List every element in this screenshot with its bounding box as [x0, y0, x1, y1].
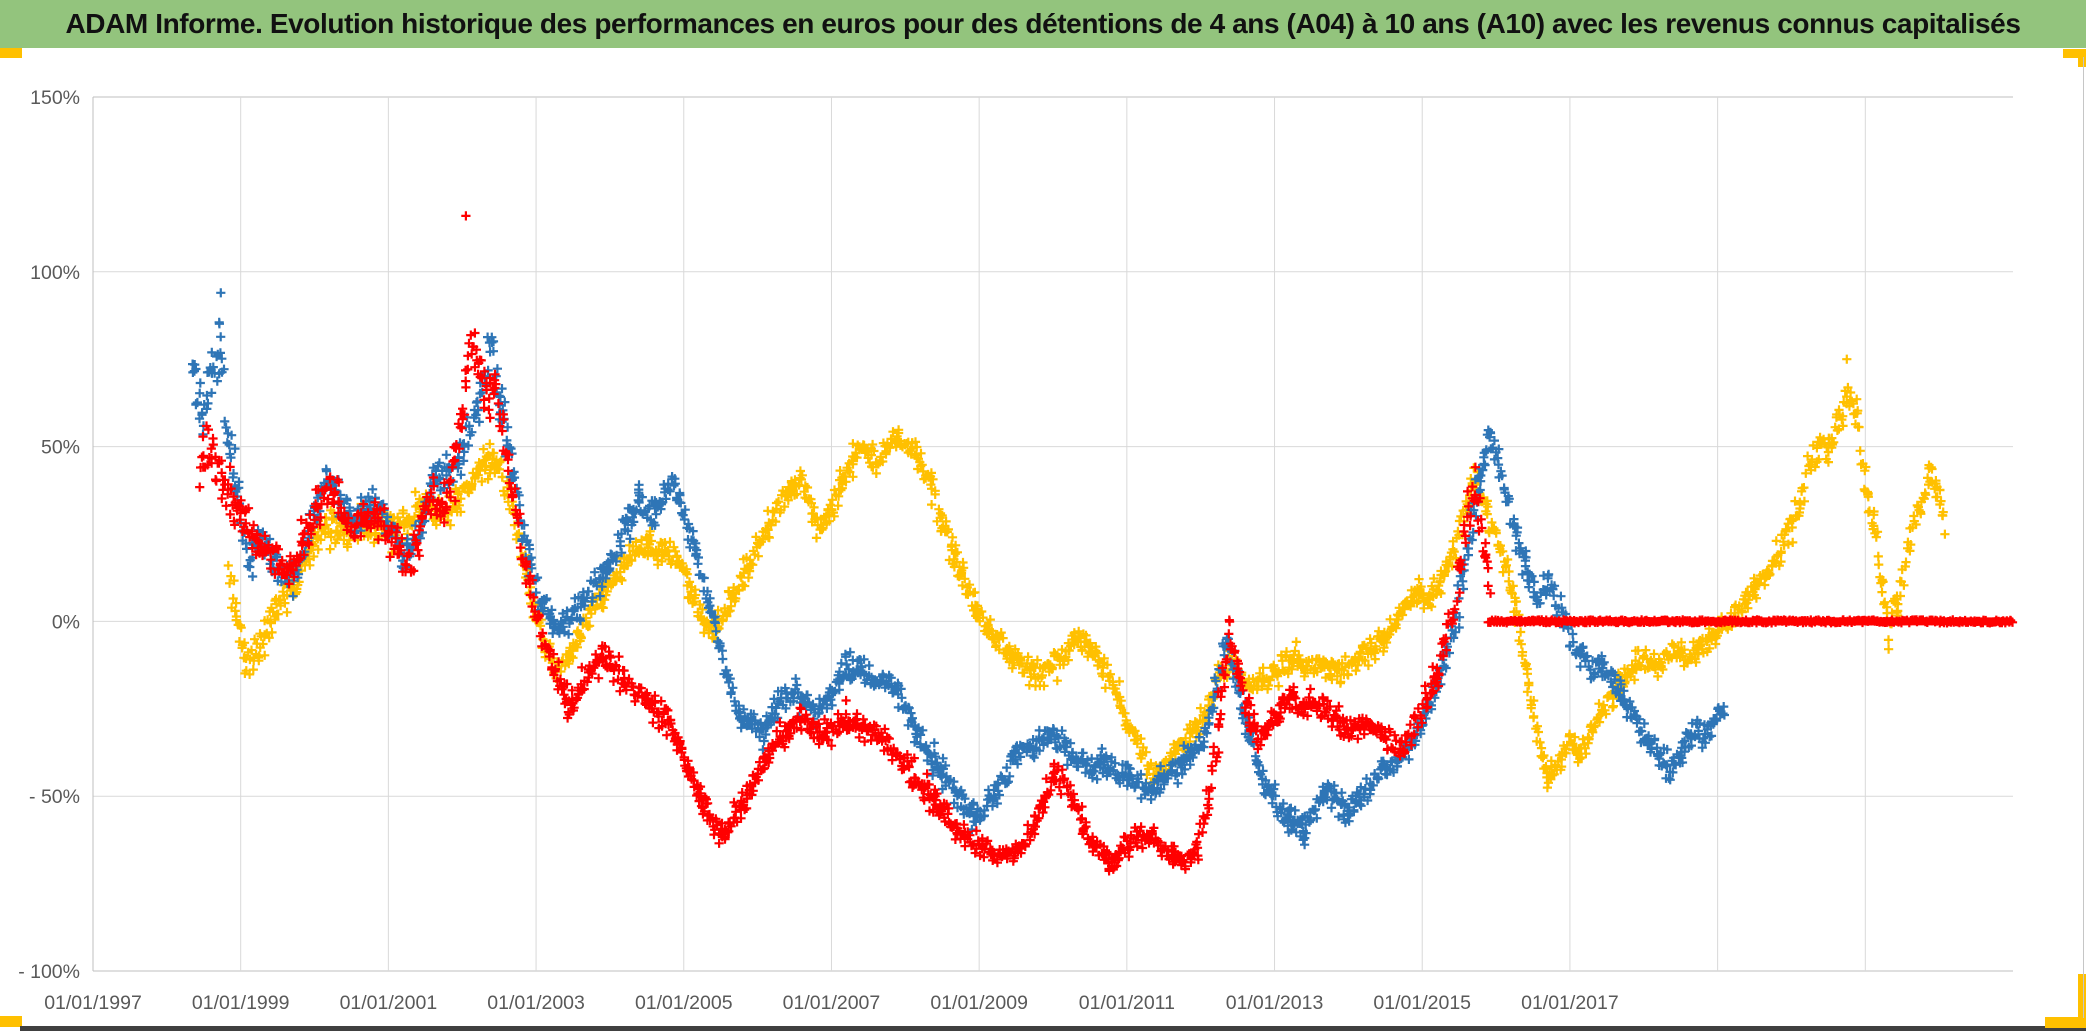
- x-axis-tick-label: 01/01/2005: [635, 992, 733, 1014]
- x-axis-tick-label: 01/01/2003: [487, 992, 585, 1014]
- y-axis-tick-label: - 50%: [29, 786, 80, 808]
- y-axis-tick-label: 150%: [30, 87, 80, 109]
- corner-accent-top-left: [0, 48, 22, 58]
- corner-accent-top-right-arm: [2078, 49, 2086, 67]
- x-axis-tick-label: 01/01/1997: [44, 992, 142, 1014]
- y-axis-tick-label: - 100%: [18, 961, 80, 983]
- scatter-series-red: [195, 211, 1496, 876]
- y-axis-tick-label: 0%: [52, 611, 80, 633]
- chart-frame-right-border: [2083, 57, 2084, 1018]
- footer-bar: [20, 1026, 2086, 1031]
- corner-accent-top-right: [2063, 49, 2086, 58]
- y-axis-tick-label: 100%: [30, 262, 80, 284]
- y-axis-tick-label: 50%: [41, 437, 80, 459]
- page-title: ADAM Informe. Evolution historique des p…: [65, 8, 2021, 39]
- scatter-series-gold: [223, 354, 1950, 793]
- x-axis-tick-label: 01/01/1999: [192, 992, 290, 1014]
- corner-accent-bottom-left: [0, 1016, 22, 1027]
- corner-accent-bottom-right-arm: [2078, 974, 2086, 1028]
- x-axis-tick-label: 01/01/2001: [340, 992, 438, 1014]
- corner-accent-bottom-right: [2045, 1017, 2086, 1028]
- x-axis-tick-label: 01/01/2011: [1079, 992, 1175, 1014]
- title-bar: ADAM Informe. Evolution historique des p…: [0, 0, 2086, 48]
- x-axis-tick-label: 01/01/2017: [1521, 992, 1619, 1014]
- x-axis-tick-label: 01/01/2013: [1226, 992, 1324, 1014]
- x-axis-tick-label: 01/01/2009: [930, 992, 1028, 1014]
- red-zero-line-markers: [1483, 615, 2018, 628]
- x-axis-tick-label: 01/01/2015: [1373, 992, 1471, 1014]
- x-axis-tick-label: 01/01/2007: [783, 992, 881, 1014]
